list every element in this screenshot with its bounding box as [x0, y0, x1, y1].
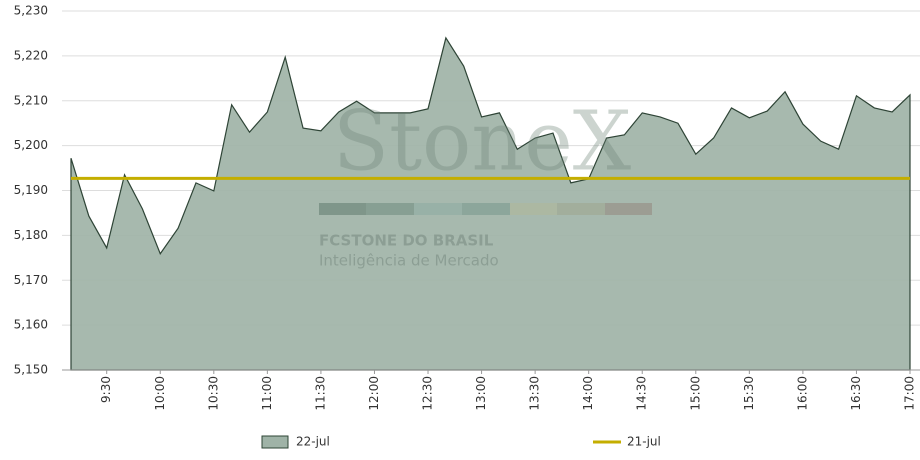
legend-label: 21-jul	[627, 435, 661, 449]
x-tick-label: 14:00	[581, 376, 595, 411]
legend-label: 22-jul	[296, 435, 330, 449]
y-tick-label: 5,210	[14, 93, 48, 107]
watermark: StoneX FCSTONE DO BRASIL Inteligência de…	[319, 95, 652, 270]
series-area	[70, 36, 911, 371]
watermark-company: FCSTONE DO BRASIL	[319, 232, 494, 250]
x-tick-label: 15:30	[742, 376, 756, 411]
x-tick-label: 13:30	[528, 376, 542, 411]
x-tick-label: 12:00	[367, 376, 381, 411]
x-tick-label: 16:30	[849, 376, 863, 411]
watermark-brand: StoneX	[333, 95, 631, 190]
x-tick-label: 17:00	[903, 376, 917, 411]
watermark-bar	[414, 203, 462, 215]
x-tick-label: 15:00	[688, 376, 702, 411]
watermark-bar	[366, 203, 414, 215]
y-tick-label: 5,150	[14, 363, 48, 377]
watermark-bar	[319, 203, 366, 215]
y-tick-label: 5,170	[14, 273, 48, 287]
y-tick-label: 5,160	[14, 318, 48, 332]
y-tick-label: 5,190	[14, 183, 48, 197]
watermark-bar	[462, 203, 510, 215]
y-tick-label: 5,180	[14, 228, 48, 242]
x-tick-label: 12:30	[421, 376, 435, 411]
x-tick-label: 13:00	[474, 376, 488, 411]
watermark-bar	[510, 203, 557, 215]
x-tick-label: 10:30	[206, 376, 220, 411]
y-tick-label: 5,200	[14, 138, 48, 152]
watermark-tagline: Inteligência de Mercado	[319, 252, 499, 270]
x-tick-label: 10:00	[153, 376, 167, 411]
watermark-bar	[605, 203, 652, 215]
legend-swatch	[261, 435, 289, 449]
x-tick-label: 11:30	[313, 376, 327, 411]
x-tick-label: 11:00	[260, 376, 274, 411]
x-tick-label: 9:30	[99, 376, 113, 403]
y-tick-label: 5,220	[14, 48, 48, 62]
x-tick-label: 16:00	[795, 376, 809, 411]
x-tick-label: 14:30	[635, 376, 649, 411]
y-tick-label: 5,230	[14, 4, 48, 18]
watermark-bar	[557, 203, 605, 215]
